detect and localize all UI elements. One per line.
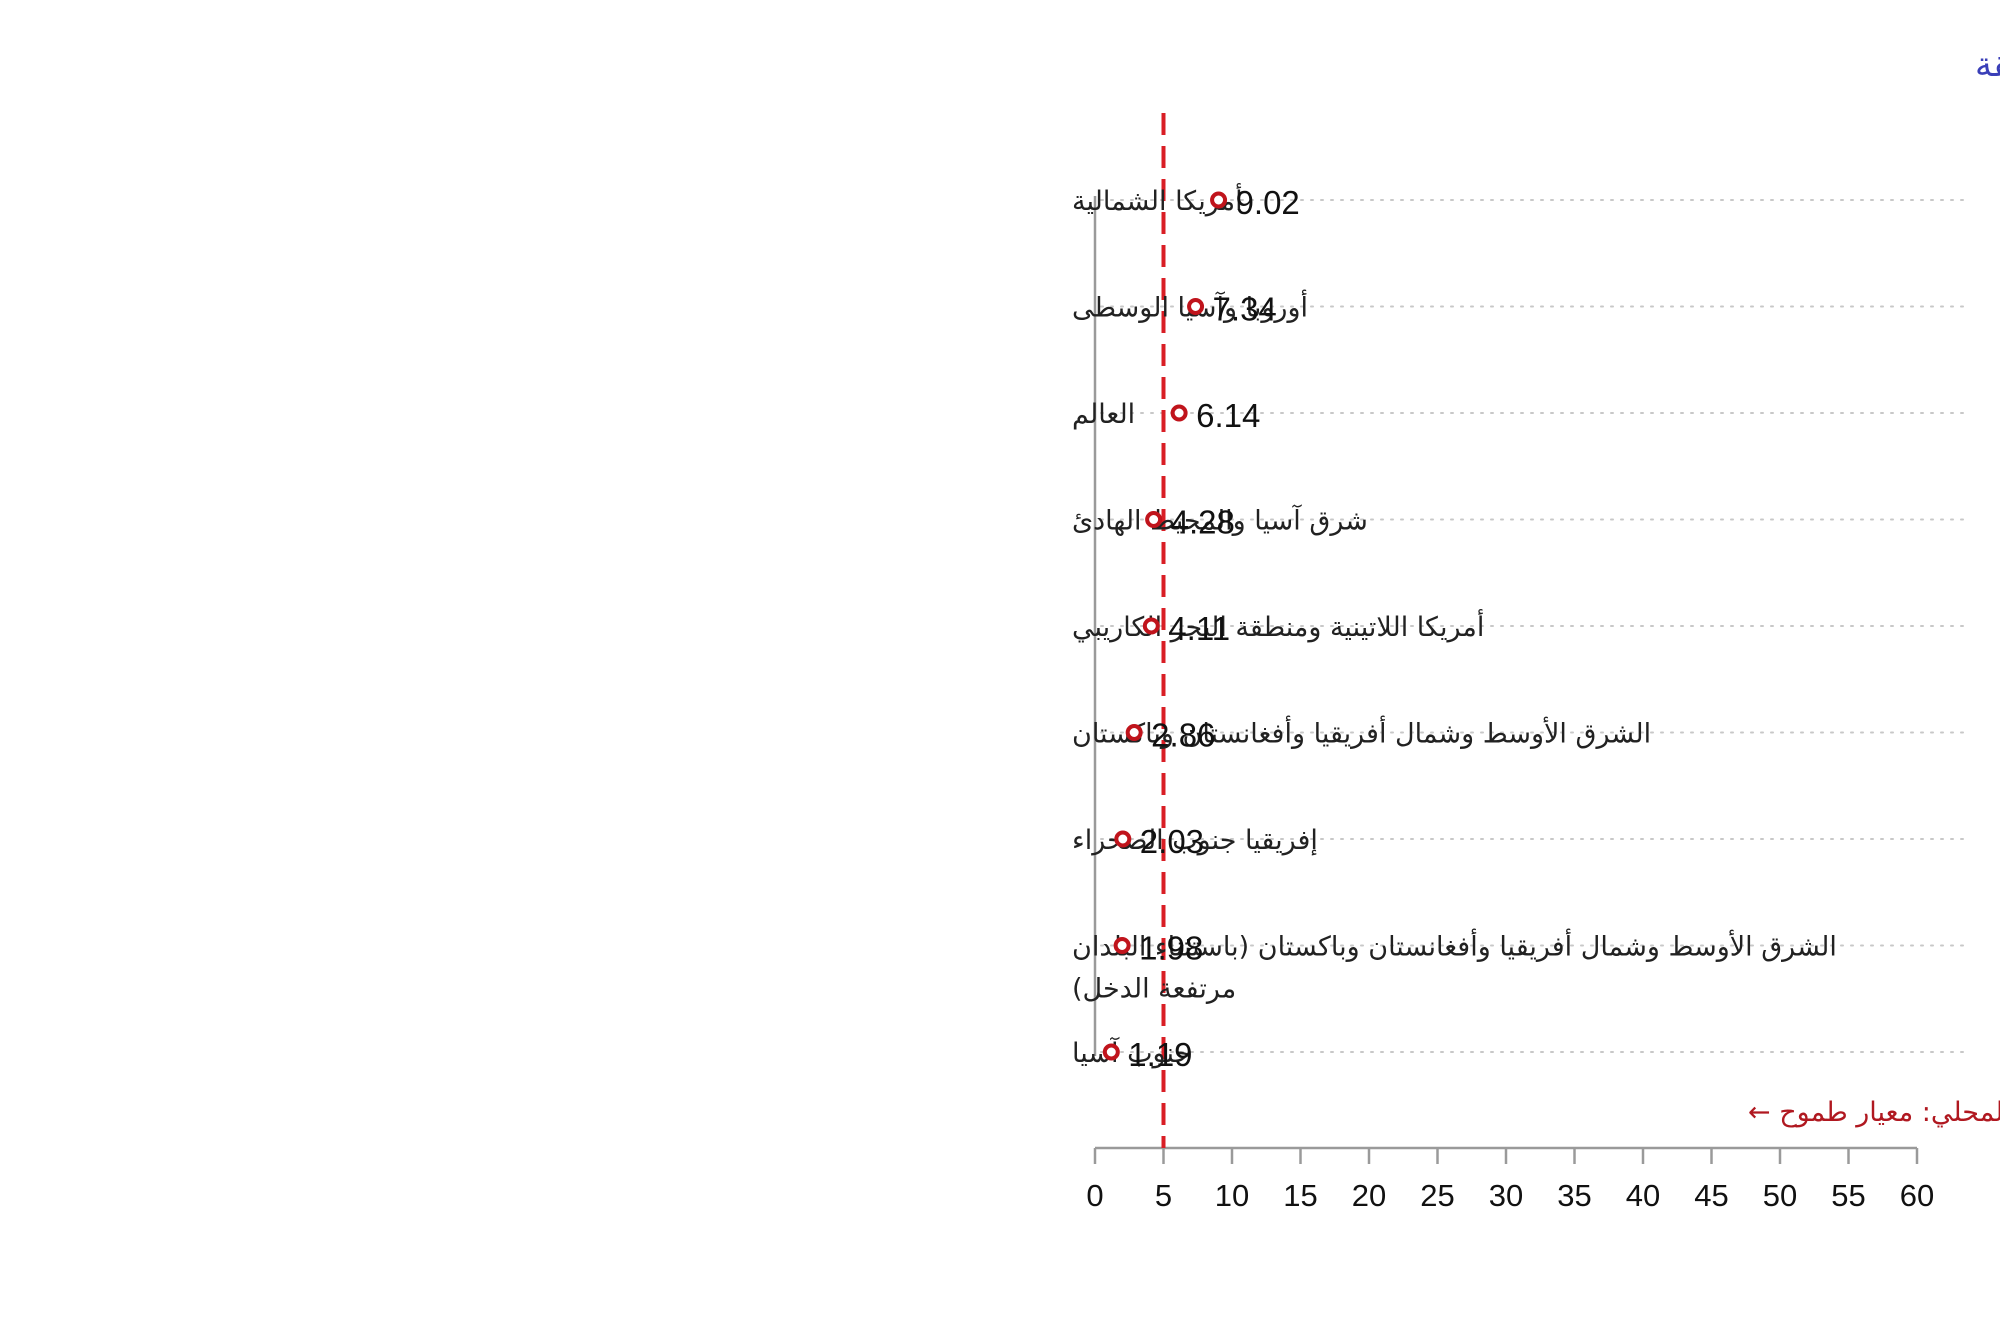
category-label: أمريكا اللاتينية ومنطقة البحر الكاريبي	[1072, 608, 1484, 643]
chart-title: الإنفاق الحكومي على الصحة (% من إجمالي ا…	[1975, 45, 2000, 85]
data-label: 4.28	[1171, 504, 1235, 541]
data-point	[1145, 511, 1163, 528]
grid-layer	[1100, 199, 1969, 1053]
x-axis: 0 5 10 15 20 25 30 35 40 45 50 55 60	[1086, 196, 1934, 1213]
x-tick-label: 50	[1763, 1178, 1797, 1213]
x-tick-label: 55	[1831, 1178, 1865, 1213]
x-tick-label: 15	[1283, 1178, 1317, 1213]
x-tick-label: 20	[1352, 1178, 1386, 1213]
category-label: الشرق الأوسط وشمال أفريقيا وأفغانستان وب…	[1072, 928, 1837, 963]
x-tick-label: 25	[1420, 1178, 1454, 1213]
x-tick-label: 30	[1489, 1178, 1523, 1213]
category-label: شرق آسيا والمحيط الهادئ	[1072, 505, 1368, 537]
x-tick-label: 60	[1900, 1178, 1934, 1213]
data-point	[1142, 617, 1160, 635]
data-point	[1114, 830, 1132, 848]
data-label: 2.03	[1140, 823, 1204, 860]
data-label: 7.34	[1213, 291, 1277, 328]
reference-line-label: 5% من إجمالي الناتج المحلي: معيار طموح ←	[1748, 1097, 2000, 1128]
x-tick-label: 5	[1155, 1178, 1172, 1213]
data-point	[1113, 937, 1131, 954]
reference-line-group: 5% من إجمالي الناتج المحلي: معيار طموح ←	[1161, 113, 2000, 1148]
category-label: العالم	[1072, 399, 1135, 430]
data-point	[1210, 191, 1228, 209]
x-tick-label: 40	[1626, 1178, 1660, 1213]
x-tick-label: 45	[1694, 1178, 1728, 1213]
x-tick-label: 10	[1215, 1178, 1249, 1213]
data-label: 4.11	[1168, 610, 1230, 647]
category-label: إفريقيا جنوب الصحراء	[1072, 825, 1318, 856]
data-point	[1125, 724, 1143, 741]
category-label: مرتفعة الدخل)	[1072, 974, 1236, 1005]
data-point	[1102, 1043, 1120, 1061]
x-tick-label: 0	[1086, 1178, 1103, 1213]
category-label: جنوب آسيا	[1072, 1037, 1191, 1069]
data-label: 6.14	[1196, 397, 1260, 434]
category-label: الشرق الأوسط وشمال أفريقيا وأفغانستان وب…	[1072, 715, 1651, 750]
data-points: 9.02 7.34 6.14 4.28 4.11 2.86 2.03 1.98 1.19	[1102, 184, 1300, 1073]
data-label: 9.02	[1236, 184, 1300, 221]
x-tick-label: 35	[1557, 1178, 1591, 1213]
data-point	[1170, 404, 1188, 422]
data-label: 1.98	[1139, 930, 1203, 967]
data-point	[1187, 298, 1205, 315]
data-label: 1.19	[1128, 1036, 1192, 1073]
data-label: 2.86	[1151, 717, 1215, 754]
